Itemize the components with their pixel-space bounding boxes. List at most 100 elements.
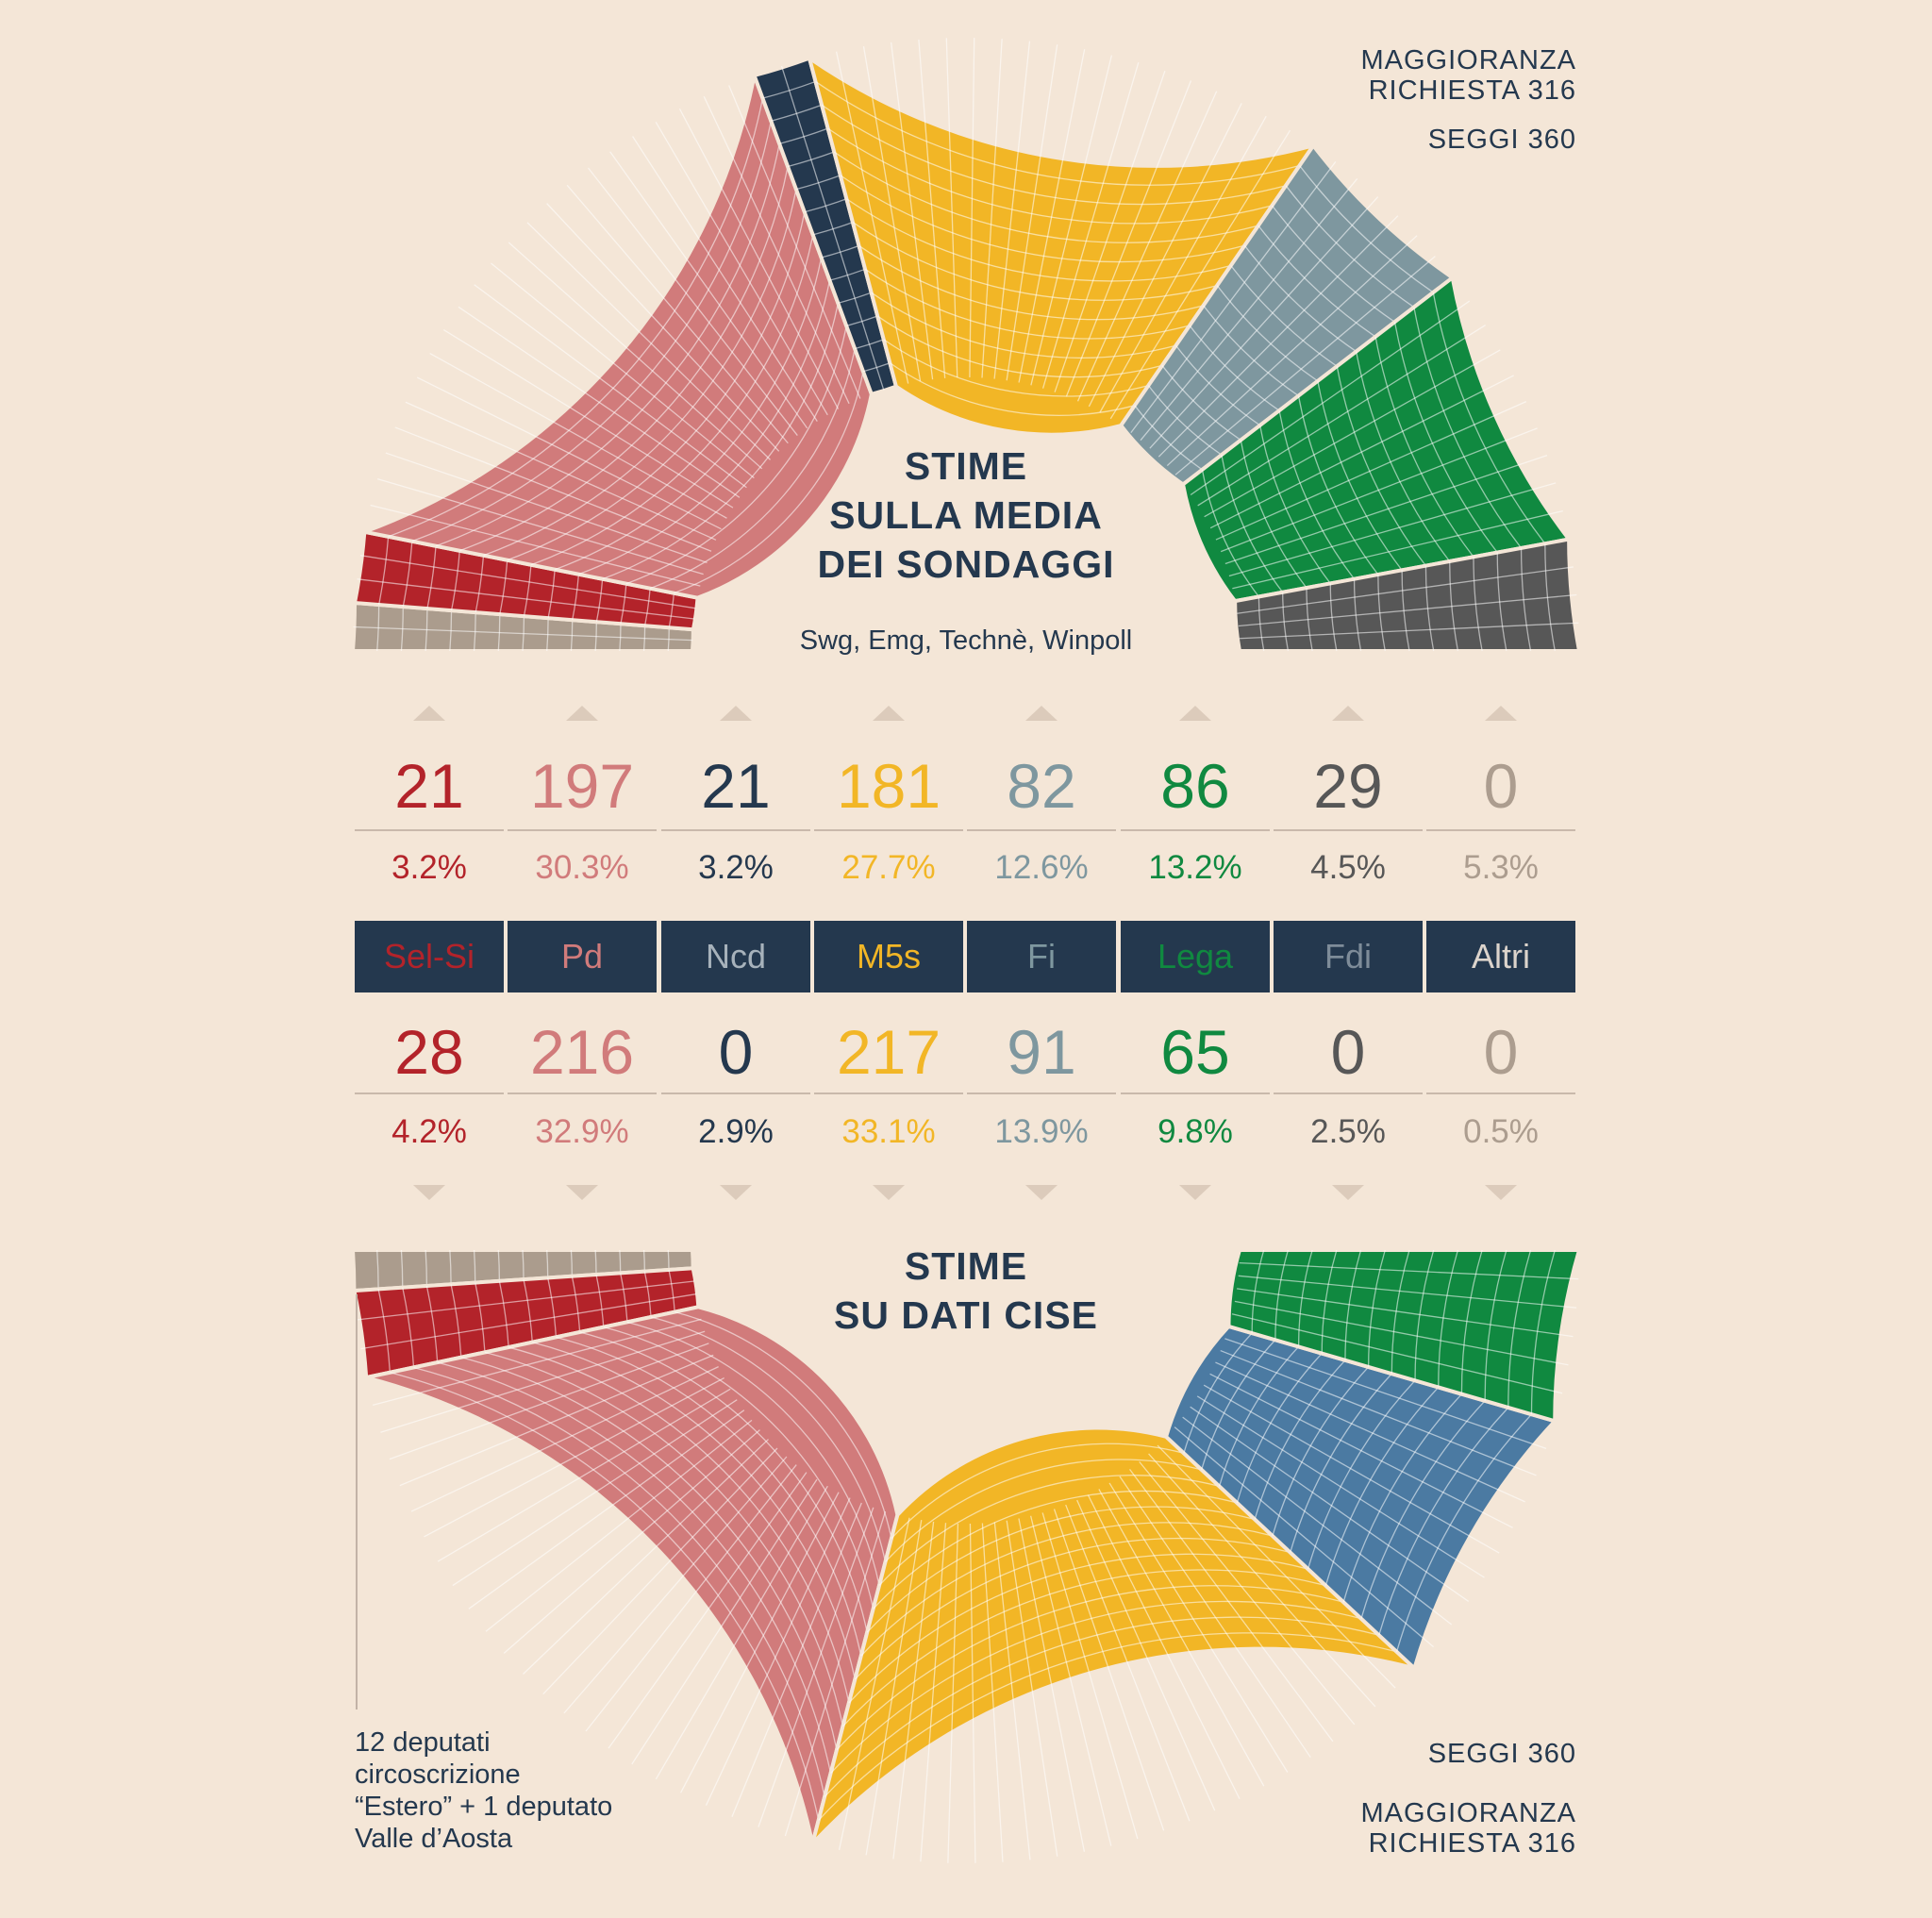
bottom-title-line-1: STIME — [904, 1244, 1028, 1288]
bottom-percentage: 0.5% — [1463, 1113, 1539, 1150]
arrow-up-icon — [1179, 706, 1211, 721]
arrow-up-icon — [413, 706, 445, 721]
seat-block-pd — [358, 68, 874, 600]
seat-block-sel — [351, 1266, 701, 1380]
seat-block-fdi — [1233, 537, 1582, 653]
arrow-down-icon — [1332, 1185, 1364, 1200]
bottom-percentage: 2.9% — [698, 1113, 774, 1150]
seat-block-lega — [1226, 1248, 1582, 1425]
top-percentage: 3.2% — [391, 849, 467, 886]
seat-block-m5s — [810, 1426, 1416, 1863]
note-leader-line — [356, 1294, 358, 1710]
bottom-seat-count: 216 — [529, 1017, 635, 1087]
seat-block-fi — [1163, 1324, 1558, 1672]
top-seat-count: 86 — [1160, 751, 1230, 821]
bottom-seat-count: 0 — [718, 1017, 754, 1087]
top-majority-line-2: RICHIESTA 316 — [1368, 75, 1576, 106]
top-seat-count: 21 — [701, 751, 771, 821]
bottom-hemicycle — [350, 1248, 1582, 1863]
top-title-line-1: STIME — [904, 444, 1028, 488]
arrow-up-icon — [873, 706, 905, 721]
bottom-percentage: 13.9% — [994, 1113, 1089, 1150]
bottom-majority-line-1: MAGGIORANZA — [1360, 1798, 1576, 1828]
party-label: Ncd — [661, 921, 810, 992]
bottom-seat-count: 28 — [394, 1017, 464, 1087]
top-percentage: 5.3% — [1463, 849, 1539, 886]
top-majority-line-1: MAGGIORANZA — [1360, 45, 1576, 75]
top-title: STIME SULLA MEDIA DEI SONDAGGI — [730, 442, 1202, 589]
party-label: Lega — [1121, 921, 1270, 992]
top-percentage: 13.2% — [1148, 849, 1242, 886]
divider — [1274, 1092, 1423, 1094]
top-seat-count: 21 — [394, 751, 464, 821]
bottom-percentage: 33.1% — [841, 1113, 936, 1150]
top-title-line-2: SULLA MEDIA — [829, 493, 1103, 537]
seat-block-lega — [1180, 274, 1573, 604]
arrow-up-icon — [1332, 706, 1364, 721]
divider — [1426, 1092, 1575, 1094]
bottom-percentage: 9.8% — [1158, 1113, 1233, 1150]
top-percentage: 27.7% — [841, 849, 936, 886]
party-label: Pd — [508, 921, 657, 992]
divider — [1426, 829, 1575, 831]
top-seat-count: 181 — [836, 751, 941, 821]
party-label: Fdi — [1274, 921, 1423, 992]
bottom-seat-count: 0 — [1483, 1017, 1519, 1087]
arrow-down-icon — [566, 1185, 598, 1200]
note-line-3: “Estero” + 1 deputato — [355, 1792, 613, 1822]
seat-block-m5s — [806, 38, 1318, 437]
party-label: Altri — [1426, 921, 1575, 992]
arrow-up-icon — [1485, 706, 1517, 721]
bottom-percentage: 2.5% — [1310, 1113, 1386, 1150]
top-seat-count: 82 — [1007, 751, 1076, 821]
bottom-seats-label: SEGGI 360 — [1427, 1739, 1576, 1769]
seat-block-fi — [1118, 142, 1457, 487]
top-hemicycle — [350, 38, 1582, 653]
bottom-percentage: 4.2% — [391, 1113, 467, 1150]
arrow-down-icon — [1025, 1185, 1058, 1200]
bottom-title: STIME SU DATI CISE — [730, 1242, 1202, 1340]
divider — [967, 1092, 1116, 1094]
divider — [661, 829, 810, 831]
divider — [355, 829, 504, 831]
arrow-down-icon — [1179, 1185, 1211, 1200]
divider — [814, 829, 963, 831]
divider — [508, 829, 657, 831]
top-majority-label: MAGGIORANZA RICHIESTA 316 — [1360, 45, 1576, 106]
bottom-seat-count: 0 — [1330, 1017, 1366, 1087]
arrow-down-icon — [1485, 1185, 1517, 1200]
top-seats-label: SEGGI 360 — [1427, 125, 1576, 155]
note-line-2: circoscrizione — [355, 1760, 521, 1790]
bottom-seat-count: 217 — [836, 1017, 941, 1087]
divider — [355, 1092, 504, 1094]
seat-block-pd — [365, 1305, 900, 1844]
estero-note: 12 deputati circoscrizione “Estero” + 1 … — [355, 1726, 694, 1855]
top-title-line-3: DEI SONDAGGI — [817, 542, 1115, 586]
arrow-down-icon — [413, 1185, 445, 1200]
top-sources: Swg, Emg, Technè, Winpoll — [799, 625, 1133, 656]
divider — [814, 1092, 963, 1094]
note-line-4: Valle d’Aosta — [355, 1824, 513, 1854]
top-percentage: 3.2% — [698, 849, 774, 886]
party-label: Fi — [967, 921, 1116, 992]
divider — [1121, 1092, 1270, 1094]
bottom-seat-count: 65 — [1160, 1017, 1230, 1087]
arrow-up-icon — [1025, 706, 1058, 721]
divider — [967, 829, 1116, 831]
arrow-down-icon — [873, 1185, 905, 1200]
bottom-percentage: 32.9% — [535, 1113, 629, 1150]
divider — [661, 1092, 810, 1094]
party-label: Sel-Si — [355, 921, 504, 992]
top-percentage: 4.5% — [1310, 849, 1386, 886]
arrow-up-icon — [566, 706, 598, 721]
note-line-1: 12 deputati — [355, 1727, 491, 1758]
top-seat-count: 197 — [529, 751, 635, 821]
bottom-majority-line-2: RICHIESTA 316 — [1368, 1828, 1576, 1859]
bottom-title-line-2: SU DATI CISE — [833, 1293, 1099, 1337]
arrow-up-icon — [720, 706, 752, 721]
divider — [1274, 829, 1423, 831]
bottom-majority-label: MAGGIORANZA RICHIESTA 316 — [1360, 1798, 1576, 1859]
top-seat-count: 29 — [1313, 751, 1383, 821]
